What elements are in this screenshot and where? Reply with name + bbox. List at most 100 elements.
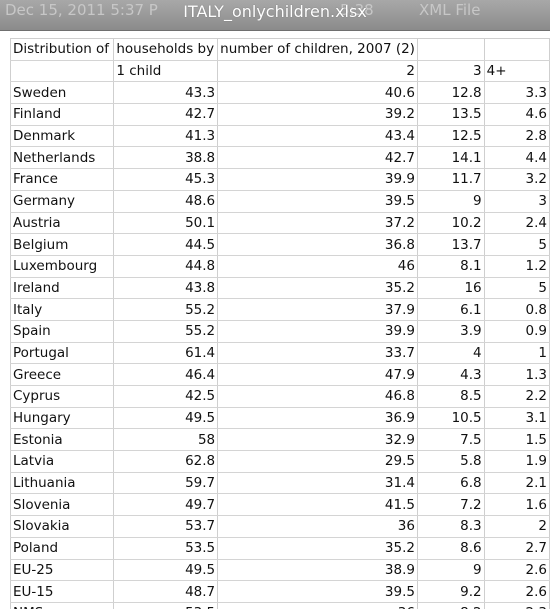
value-cell[interactable]: 7.5: [417, 428, 485, 452]
value-cell[interactable]: 38.8: [113, 146, 219, 170]
value-cell[interactable]: 49.7: [113, 493, 219, 517]
column-header-cell[interactable]: 4+: [484, 60, 550, 83]
value-cell[interactable]: 39.9: [217, 320, 418, 343]
value-cell[interactable]: 49.5: [113, 559, 219, 582]
column-header-cell[interactable]: 3: [417, 60, 485, 83]
value-cell[interactable]: 3: [484, 190, 550, 213]
value-cell[interactable]: 2.3: [484, 602, 550, 609]
value-cell[interactable]: 6.8: [417, 472, 485, 495]
row-label-cell[interactable]: France: [9, 168, 115, 191]
value-cell[interactable]: 46.8: [217, 385, 418, 408]
value-cell[interactable]: 1.5: [484, 428, 550, 452]
value-cell[interactable]: 9.2: [417, 580, 485, 603]
column-header-cell[interactable]: 1 child: [113, 60, 219, 83]
value-cell[interactable]: 1: [484, 342, 550, 365]
value-cell[interactable]: 14.1: [417, 146, 485, 170]
value-cell[interactable]: 55.2: [113, 320, 219, 343]
row-label-cell[interactable]: Poland: [9, 537, 115, 560]
row-label-cell[interactable]: Hungary: [9, 407, 115, 430]
value-cell[interactable]: 35.2: [217, 277, 418, 300]
value-cell[interactable]: 1.3: [484, 363, 550, 386]
row-label-cell[interactable]: Denmark: [9, 125, 115, 148]
row-label-cell[interactable]: Ireland: [9, 277, 115, 300]
row-label-cell[interactable]: Slovenia: [9, 493, 115, 517]
value-cell[interactable]: 53.5: [113, 602, 219, 609]
value-cell[interactable]: 40.6: [217, 81, 418, 105]
value-cell[interactable]: 1.9: [484, 450, 550, 473]
value-cell[interactable]: 42.7: [113, 103, 219, 126]
value-cell[interactable]: 8.3: [417, 515, 485, 538]
value-cell[interactable]: 33.7: [217, 342, 418, 365]
value-cell[interactable]: 9: [417, 559, 485, 582]
value-cell[interactable]: 43.8: [113, 277, 219, 300]
value-cell[interactable]: 36: [217, 515, 418, 538]
value-cell[interactable]: 2.2: [484, 385, 550, 408]
value-cell[interactable]: 37.2: [217, 212, 418, 235]
value-cell[interactable]: 2.7: [484, 537, 550, 560]
row-label-cell[interactable]: Belgium: [9, 233, 115, 256]
row-label-cell[interactable]: Sweden: [9, 81, 115, 105]
value-cell[interactable]: 13.7: [417, 233, 485, 256]
value-cell[interactable]: 46: [217, 255, 418, 278]
value-cell[interactable]: 46.4: [113, 363, 219, 386]
row-label-cell[interactable]: Latvia: [9, 450, 115, 473]
row-label-cell[interactable]: Spain: [9, 320, 115, 343]
value-cell[interactable]: 39.5: [217, 580, 418, 603]
row-label-cell[interactable]: Cyprus: [9, 385, 115, 408]
value-cell[interactable]: 41.5: [217, 493, 418, 517]
value-cell[interactable]: 1.2: [484, 255, 550, 278]
value-cell[interactable]: 11.7: [417, 168, 485, 191]
spreadsheet-grid[interactable]: Distribution of households by number of …: [0, 31, 550, 609]
value-cell[interactable]: 12.8: [417, 81, 485, 105]
header-cell[interactable]: number of children, 2007 (2): [217, 38, 418, 61]
value-cell[interactable]: 10.5: [417, 407, 485, 430]
value-cell[interactable]: 29.5: [217, 450, 418, 473]
value-cell[interactable]: 0.9: [484, 320, 550, 343]
value-cell[interactable]: 7.2: [417, 493, 485, 517]
value-cell[interactable]: 4.3: [417, 363, 485, 386]
value-cell[interactable]: 53.5: [113, 537, 219, 560]
row-label-cell[interactable]: Greece: [9, 363, 115, 386]
value-cell[interactable]: 39.2: [217, 103, 418, 126]
value-cell[interactable]: 13.5: [417, 103, 485, 126]
value-cell[interactable]: 38.9: [217, 559, 418, 582]
value-cell[interactable]: 47.9: [217, 363, 418, 386]
value-cell[interactable]: 2: [484, 515, 550, 538]
value-cell[interactable]: 45.3: [113, 168, 219, 191]
value-cell[interactable]: 8.5: [417, 385, 485, 408]
row-label-cell[interactable]: EU-25: [9, 559, 115, 582]
row-label-cell[interactable]: Lithuania: [9, 472, 115, 495]
value-cell[interactable]: 2.6: [484, 559, 550, 582]
value-cell[interactable]: 43.4: [217, 125, 418, 148]
value-cell[interactable]: 5: [484, 277, 550, 300]
value-cell[interactable]: 42.7: [217, 146, 418, 170]
value-cell[interactable]: 8.6: [417, 537, 485, 560]
value-cell[interactable]: 16: [417, 277, 485, 300]
value-cell[interactable]: 3.9: [417, 320, 485, 343]
value-cell[interactable]: 32.9: [217, 428, 418, 452]
value-cell[interactable]: 59.7: [113, 472, 219, 495]
value-cell[interactable]: 50.1: [113, 212, 219, 235]
value-cell[interactable]: 44.5: [113, 233, 219, 256]
value-cell[interactable]: 36: [217, 602, 418, 609]
value-cell[interactable]: 49.5: [113, 407, 219, 430]
value-cell[interactable]: 39.9: [217, 168, 418, 191]
row-label-cell[interactable]: NMS: [9, 602, 115, 609]
value-cell[interactable]: 31.4: [217, 472, 418, 495]
value-cell[interactable]: 4: [417, 342, 485, 365]
value-cell[interactable]: 44.8: [113, 255, 219, 278]
value-cell[interactable]: 4.6: [484, 103, 550, 126]
value-cell[interactable]: 5: [484, 233, 550, 256]
value-cell[interactable]: 6.1: [417, 298, 485, 321]
header-cell[interactable]: [484, 38, 550, 61]
row-label-cell[interactable]: Germany: [9, 190, 115, 213]
value-cell[interactable]: 42.5: [113, 385, 219, 408]
value-cell[interactable]: 36.9: [217, 407, 418, 430]
column-header-cell[interactable]: [9, 60, 115, 83]
header-cell[interactable]: households by: [113, 38, 219, 61]
row-label-cell[interactable]: Finland: [9, 103, 115, 126]
value-cell[interactable]: 2.4: [484, 212, 550, 235]
value-cell[interactable]: 55.2: [113, 298, 219, 321]
row-label-cell[interactable]: Estonia: [9, 428, 115, 452]
value-cell[interactable]: 8.2: [417, 602, 485, 609]
